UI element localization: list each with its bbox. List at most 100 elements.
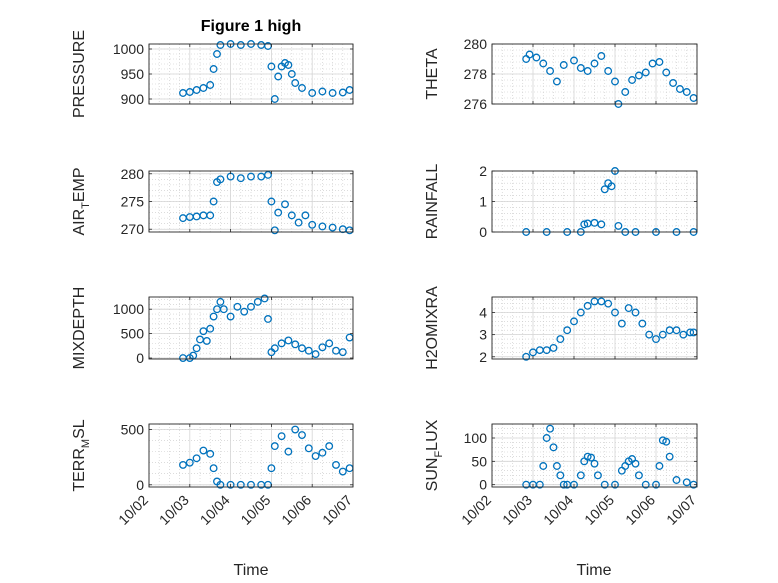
x-axis-label-right: Time — [577, 562, 612, 579]
data-point — [556, 471, 565, 480]
y-tick-label: 278 — [464, 66, 488, 82]
data-point — [209, 197, 218, 206]
y-tick-label: 900 — [121, 91, 145, 107]
data-point — [318, 87, 327, 96]
data-point — [665, 452, 674, 461]
data-point — [192, 344, 201, 353]
data-point — [192, 454, 201, 463]
figure-title: Figure 1 high — [201, 18, 301, 35]
data-point — [624, 304, 633, 313]
data-point — [277, 339, 286, 348]
y-axis-label-text: AIR — [71, 209, 88, 236]
y-axis-label: MIXDEPTH — [71, 287, 88, 370]
data-point — [318, 448, 327, 457]
y-axis-label-text: RAINFALL — [424, 164, 441, 240]
data-point — [580, 220, 589, 229]
y-tick-label: 0 — [479, 477, 487, 493]
data-point — [597, 220, 606, 229]
axes-box — [148, 423, 354, 488]
data-point — [226, 480, 235, 489]
data-point — [549, 443, 558, 452]
data-series — [522, 297, 698, 361]
x-tick-label: 10/06 — [622, 492, 658, 528]
data-point — [532, 53, 541, 62]
data-point — [597, 297, 606, 306]
data-point — [652, 335, 660, 344]
y-axis-label-text: LUX — [424, 419, 441, 450]
data-point — [287, 70, 296, 78]
data-series — [179, 40, 354, 103]
data-point — [209, 464, 218, 473]
y-tick-label: 1000 — [113, 41, 144, 57]
data-point — [576, 64, 585, 72]
data-point — [570, 317, 578, 326]
data-point — [209, 312, 218, 321]
y-tick-label: 0 — [479, 224, 487, 240]
data-point — [338, 467, 347, 476]
data-point — [270, 442, 279, 451]
data-point — [274, 208, 283, 217]
y-axis-label-subscript: F — [433, 451, 445, 458]
data-point — [593, 471, 602, 480]
data-point — [658, 330, 667, 339]
data-point — [535, 480, 544, 489]
data-point — [328, 223, 337, 232]
data-point — [576, 308, 585, 317]
data-point — [552, 77, 561, 86]
data-point — [233, 302, 242, 311]
y-tick-label: 500 — [121, 422, 145, 438]
x-tick-label: 10/06 — [278, 492, 314, 528]
x-tick-label: 10/03 — [499, 492, 535, 528]
subplot-7: 0 500 10/02 10/03 10/04 10/05 10/06 10/07 TERRMS… — [71, 419, 355, 528]
data-point — [308, 89, 317, 97]
data-point — [192, 86, 201, 94]
data-point — [590, 459, 599, 468]
data-point — [199, 327, 208, 336]
data-point — [655, 462, 664, 470]
data-point — [240, 307, 249, 316]
data-point — [525, 50, 534, 59]
data-point — [213, 50, 221, 58]
data-point — [570, 56, 578, 65]
data-point — [628, 76, 637, 84]
data-point — [328, 89, 337, 97]
subplot-2: 276 278 280 THETA — [424, 36, 698, 112]
x-tick-label: 10/07 — [663, 492, 699, 528]
y-tick-label: 0 — [136, 350, 144, 366]
x-axis-label-left: Time — [234, 562, 269, 579]
data-point — [185, 88, 194, 96]
data-point — [634, 471, 643, 480]
data-point — [621, 88, 630, 96]
y-axis-label: THETA — [424, 48, 441, 100]
data-point — [325, 442, 334, 451]
data-point — [274, 72, 283, 81]
data-point — [604, 67, 613, 75]
data-point — [291, 340, 300, 349]
data-point — [216, 41, 225, 49]
subplot-1: 900 950 1000 PRESSURE — [71, 30, 354, 118]
data-point — [645, 330, 654, 339]
data-point — [522, 352, 531, 361]
data-point — [318, 222, 327, 231]
data-point — [206, 324, 215, 333]
data-point — [682, 88, 691, 96]
data-point — [202, 336, 211, 345]
data-point — [209, 65, 218, 73]
subplot-5: 0 500 1000 MIXDEPTH — [71, 287, 354, 370]
data-point — [206, 449, 215, 458]
data-series — [179, 294, 354, 362]
data-point — [611, 77, 619, 86]
y-tick-label: 4 — [479, 305, 487, 321]
data-point — [641, 68, 650, 77]
data-point — [264, 315, 272, 323]
data-point — [267, 464, 276, 473]
data-point — [662, 437, 671, 446]
data-series — [522, 167, 698, 236]
data-point — [597, 52, 606, 60]
data-point — [298, 431, 306, 440]
y-tick-label: 3 — [479, 327, 487, 343]
x-tick-label: 10/03 — [156, 492, 192, 528]
data-point — [216, 175, 225, 184]
x-tick-label: 10/07 — [319, 492, 355, 528]
